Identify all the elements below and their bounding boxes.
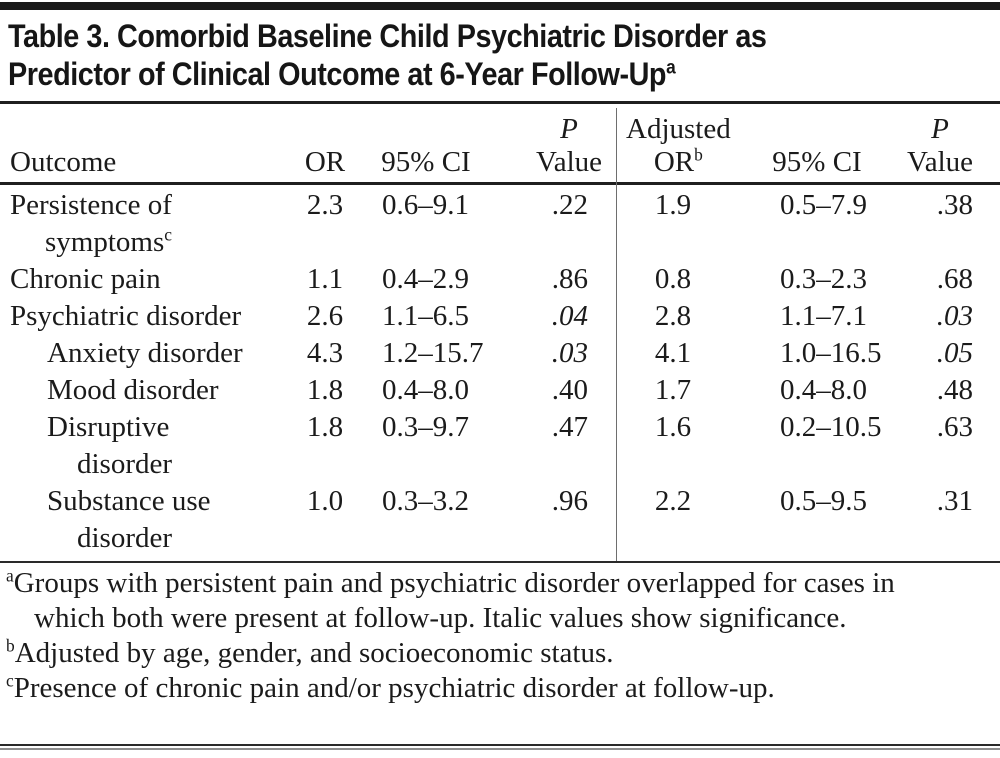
top-rule xyxy=(0,2,1000,10)
adjusted-p-value-cell: .31 xyxy=(936,485,973,517)
p-value-cell: .47 xyxy=(551,411,588,443)
p-value-cell: .86 xyxy=(551,263,588,295)
column-divider xyxy=(616,108,617,561)
header-p-value: P Value xyxy=(535,113,602,178)
footnote-b-marker: b xyxy=(6,635,15,656)
adjusted-p-value-cell: .63 xyxy=(936,411,973,443)
table-row: Chronic pain 1.1 0.4–2.9 .86 0.8 0.3–2.3… xyxy=(0,261,985,298)
adjusted-or-cell: 4.1 xyxy=(654,337,692,369)
ci-cell: 0.4–2.9 xyxy=(382,263,469,295)
footnote-marker-c: c xyxy=(164,224,172,245)
outcome-label-line2: disorder xyxy=(77,448,173,480)
outcome-label: Chronic pain xyxy=(10,263,161,295)
header-outcome: Outcome xyxy=(10,146,117,178)
body-rule xyxy=(0,561,1000,563)
ci-cell: 0.4–8.0 xyxy=(382,374,469,406)
adjusted-ci-cell: 0.4–8.0 xyxy=(780,374,867,406)
adjusted-or-cell: 0.8 xyxy=(654,263,692,295)
table-row: Substance use disorder 1.0 0.3–3.2 .96 2… xyxy=(0,483,985,557)
outcome-label: Psychiatric disorder xyxy=(10,300,242,332)
adjusted-or-cell: 1.7 xyxy=(654,374,692,406)
table-row: Persistence of symptomsc 2.3 0.6–9.1 .22… xyxy=(0,187,985,261)
table-title-line2: Predictor of Clinical Outcome at 6-Year … xyxy=(8,56,676,92)
outcome-cell: Persistence of symptomsc xyxy=(0,187,292,261)
adjusted-or-cell: 1.6 xyxy=(654,411,692,443)
table-title: Table 3. Comorbid Baseline Child Psychia… xyxy=(8,17,851,93)
ci-cell: 0.3–9.7 xyxy=(382,411,469,443)
footnote-a-marker: a xyxy=(6,565,14,586)
title-rule xyxy=(0,101,1000,104)
adjusted-ci-cell: 1.0–16.5 xyxy=(780,337,882,369)
or-cell: 2.3 xyxy=(306,189,344,221)
header-adjusted-or: Adjusted ORb xyxy=(626,113,731,178)
outcome-cell: Chronic pain xyxy=(0,261,292,298)
outcome-cell: Anxiety disorder xyxy=(0,335,292,372)
adjusted-p-value-cell: .48 xyxy=(936,374,973,406)
footnote-c: cPresence of chronic pain and/or psychia… xyxy=(6,670,775,704)
p-value-cell: .03 xyxy=(551,337,588,369)
adjusted-p-value-cell: .68 xyxy=(936,263,973,295)
footnote-a: aGroups with persistent pain and psychia… xyxy=(6,565,895,634)
ci-cell: 0.6–9.1 xyxy=(382,189,469,221)
p-value-cell: .22 xyxy=(551,189,588,221)
bottom-rule xyxy=(0,744,1000,750)
header-ci: 95% CI xyxy=(381,146,471,178)
header-or: OR xyxy=(304,146,346,178)
or-cell: 1.1 xyxy=(306,263,344,295)
adjusted-or-cell: 2.2 xyxy=(654,485,692,517)
adjusted-or-cell: 2.8 xyxy=(654,300,692,332)
p-value-cell: .40 xyxy=(551,374,588,406)
or-cell: 1.8 xyxy=(306,374,344,406)
outcome-label: Mood disorder xyxy=(47,374,219,406)
table-row: Mood disorder 1.8 0.4–8.0 .40 1.7 0.4–8.… xyxy=(0,372,985,409)
adjusted-p-value-cell: .05 xyxy=(936,337,973,369)
adjusted-ci-cell: 0.2–10.5 xyxy=(780,411,882,443)
header-adjusted-p-value: P Value xyxy=(906,113,973,178)
table-row: Psychiatric disorder 2.6 1.1–6.5 .04 2.8… xyxy=(0,298,985,335)
p-value-cell: .04 xyxy=(551,300,588,332)
footnote-marker-a: a xyxy=(666,57,676,79)
or-cell: 1.0 xyxy=(306,485,344,517)
table-title-line1: Table 3. Comorbid Baseline Child Psychia… xyxy=(8,18,767,54)
outcome-label-line2: disorder xyxy=(77,522,173,554)
adjusted-ci-cell: 1.1–7.1 xyxy=(780,300,867,332)
or-cell: 1.8 xyxy=(306,411,344,443)
outcome-label: Substance use xyxy=(47,485,211,517)
adjusted-ci-cell: 0.3–2.3 xyxy=(780,263,867,295)
footnote-c-marker: c xyxy=(6,670,14,691)
footnote-marker-b: b xyxy=(694,144,703,165)
table-row: Disruptive disorder 1.8 0.3–9.7 .47 1.6 … xyxy=(0,409,985,483)
outcome-label: Disruptive xyxy=(47,411,170,443)
footnotes: aGroups with persistent pain and psychia… xyxy=(6,566,958,706)
outcome-cell: Substance use disorder xyxy=(0,483,292,557)
outcome-cell: Mood disorder xyxy=(0,372,292,409)
header-adjusted-ci: 95% CI xyxy=(772,146,862,178)
header-rule xyxy=(0,182,1000,185)
adjusted-ci-cell: 0.5–7.9 xyxy=(780,189,867,221)
p-value-cell: .96 xyxy=(551,485,588,517)
table-body: Persistence of symptomsc 2.3 0.6–9.1 .22… xyxy=(0,187,985,557)
footnote-b: bAdjusted by age, gender, and socioecono… xyxy=(6,635,614,669)
or-cell: 2.6 xyxy=(306,300,344,332)
or-cell: 4.3 xyxy=(306,337,344,369)
adjusted-or-cell: 1.9 xyxy=(654,189,692,221)
table-header: Outcome OR 95% CI P Value Adjusted ORb 95%… xyxy=(0,106,985,179)
adjusted-p-value-cell: .03 xyxy=(936,300,973,332)
outcome-label-line2: symptomsc xyxy=(45,224,172,258)
adjusted-p-value-cell: .38 xyxy=(936,189,973,221)
outcome-label: Persistence of xyxy=(10,189,172,221)
ci-cell: 1.1–6.5 xyxy=(382,300,469,332)
outcome-cell: Psychiatric disorder xyxy=(0,298,292,335)
table-row: Anxiety disorder 4.3 1.2–15.7 .03 4.1 1.… xyxy=(0,335,985,372)
ci-cell: 1.2–15.7 xyxy=(382,337,484,369)
outcome-cell: Disruptive disorder xyxy=(0,409,292,483)
outcome-label: Anxiety disorder xyxy=(47,337,243,369)
adjusted-ci-cell: 0.5–9.5 xyxy=(780,485,867,517)
ci-cell: 0.3–3.2 xyxy=(382,485,469,517)
